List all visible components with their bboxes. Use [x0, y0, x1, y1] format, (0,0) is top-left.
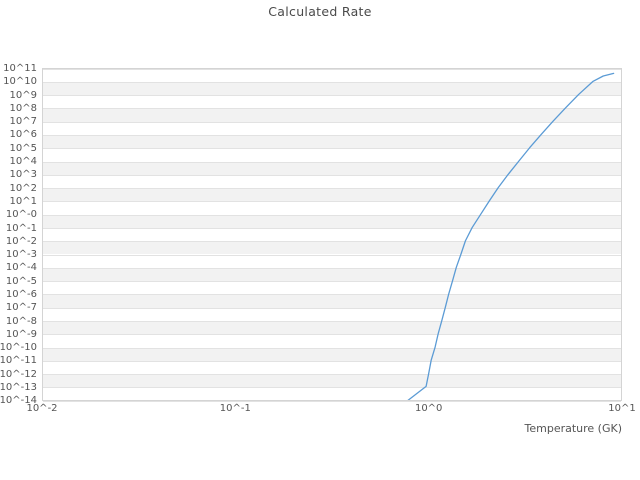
y-tick-label: 10^10 — [3, 76, 37, 88]
gridline — [43, 281, 621, 283]
gridline — [43, 228, 621, 229]
gridline — [43, 201, 621, 203]
rate-line — [407, 72, 615, 401]
gridline — [43, 400, 621, 402]
gridline — [43, 374, 621, 376]
y-tick-label: 10^-7 — [5, 302, 37, 314]
y-tick-label: 10^8 — [9, 102, 37, 114]
x-tick-label: 10^-1 — [219, 403, 251, 414]
gridline — [43, 360, 621, 362]
y-tick-label: 10^-12 — [0, 368, 37, 380]
gridline — [43, 81, 621, 83]
y-tick-label: 10^4 — [9, 156, 37, 167]
y-tick-label: 10^-2 — [5, 235, 37, 247]
y-tick-label: 10^5 — [9, 142, 37, 154]
gridline — [43, 174, 621, 176]
gridline — [43, 188, 621, 190]
gridline — [43, 134, 621, 136]
gridline — [43, 321, 621, 322]
background-band — [43, 321, 621, 335]
y-tick-label: 10^9 — [9, 89, 37, 101]
y-tick-label: 10^-11 — [0, 355, 37, 367]
y-tick-label: 10^2 — [9, 182, 37, 194]
gridline — [43, 307, 621, 309]
x-tick-label: 10^1 — [608, 403, 636, 414]
gridline — [43, 214, 621, 216]
gridline — [43, 95, 621, 97]
y-tick-label: 10^-9 — [5, 328, 37, 340]
y-tick-label: 10^11 — [3, 63, 37, 74]
y-tick-label: 10^-8 — [5, 315, 37, 327]
y-tick-label: 10^-4 — [5, 262, 37, 274]
gridline — [43, 148, 621, 150]
gridline — [43, 161, 621, 163]
background-band — [43, 108, 621, 122]
y-tick-label: 10^-0 — [5, 209, 37, 221]
background-band — [43, 294, 621, 308]
y-tick-label: 10^-1 — [5, 222, 37, 234]
background-band — [43, 81, 621, 96]
y-tick-label: 10^-3 — [5, 249, 37, 260]
background-band — [43, 374, 621, 388]
background-band — [43, 161, 621, 175]
gridline — [43, 267, 621, 269]
gridline — [43, 241, 621, 243]
chart-title: Calculated Rate — [268, 4, 372, 19]
y-tick-label: 10^-5 — [5, 275, 37, 287]
y-tick-label: 10^-14 — [0, 395, 37, 407]
background-band — [43, 188, 621, 202]
gridline — [43, 254, 621, 256]
gridline — [43, 387, 621, 389]
y-tick-label: 10^6 — [9, 129, 37, 141]
rate-curve — [407, 72, 615, 401]
gridline — [43, 334, 621, 336]
x-axis-title: Temperature (GK) — [524, 422, 623, 435]
y-tick-label: 10^3 — [9, 169, 37, 181]
background-band — [43, 241, 621, 255]
background-band — [43, 347, 621, 361]
y-tick-label: 10^-6 — [5, 288, 37, 300]
x-tick-label: 10^-2 — [26, 403, 58, 414]
y-tick-label: 10^1 — [9, 195, 37, 207]
gridline — [43, 121, 621, 123]
background-band — [43, 214, 621, 228]
gridline — [43, 347, 621, 349]
gridline — [43, 68, 621, 70]
background-band — [43, 267, 621, 282]
y-tick-label: 10^7 — [9, 116, 37, 128]
gridline — [43, 294, 621, 296]
gridline — [43, 108, 621, 110]
plot-area — [42, 68, 622, 402]
y-tick-label: 10^-13 — [0, 381, 37, 393]
x-tick-label: 10^0 — [414, 403, 443, 414]
background-band — [43, 134, 621, 149]
y-tick-label: 10^-10 — [0, 342, 37, 353]
